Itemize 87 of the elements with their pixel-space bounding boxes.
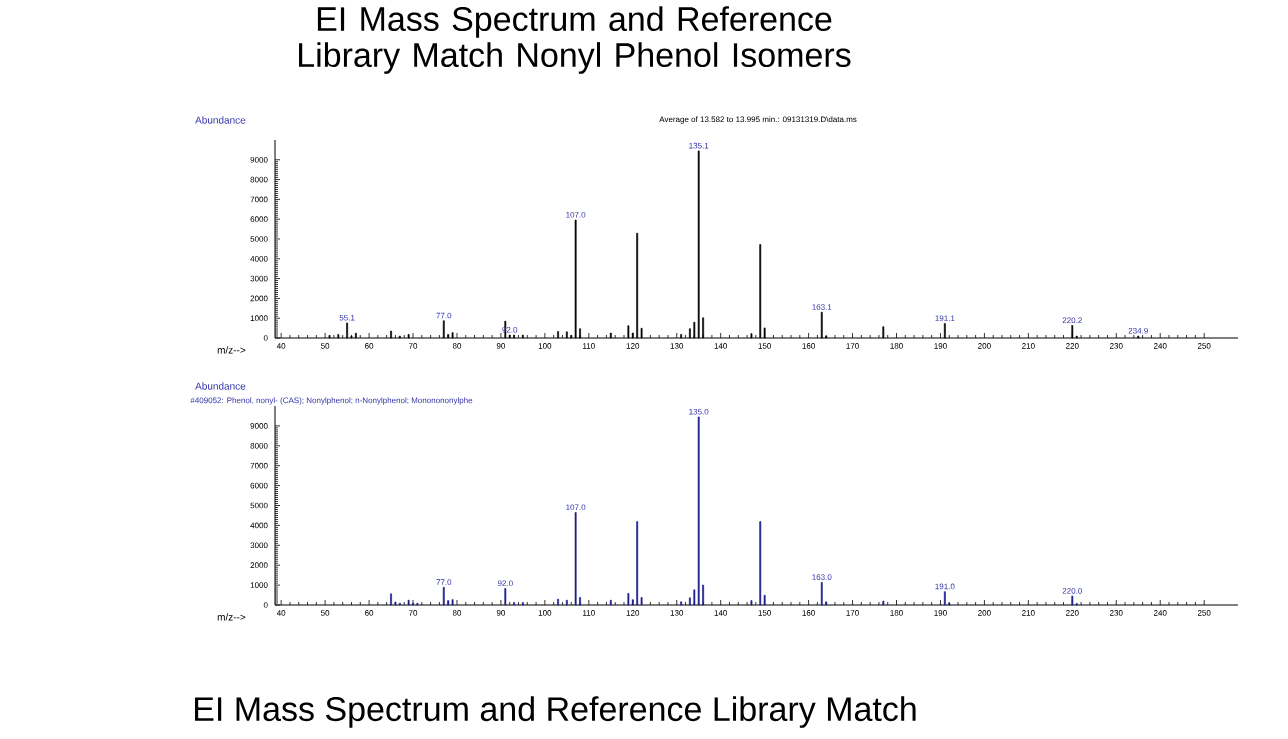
y-tick-label: 0 — [263, 602, 268, 608]
annotation: 163.1 — [812, 304, 832, 310]
y-tick-label: 8000 — [250, 442, 268, 449]
x-axis-title: m/z--> — [217, 613, 246, 621]
x-tick-label: 230 — [1110, 343, 1123, 349]
x-tick-label: 200 — [978, 610, 991, 616]
x-tick-label: 50 — [320, 610, 330, 616]
x-tick-label: 120 — [626, 343, 640, 349]
x-tick-label: 250 — [1197, 343, 1211, 349]
x-tick-label: 160 — [802, 343, 815, 349]
x-tick-label: 150 — [758, 343, 771, 349]
x-tick-label: 60 — [365, 343, 374, 349]
x-tick-label: 130 — [670, 343, 684, 349]
annotation: 220.0 — [1062, 587, 1083, 594]
x-tick-label: 70 — [408, 343, 418, 349]
y-tick-label: 3000 — [250, 275, 268, 282]
x-axis-title: m/z--> — [217, 346, 246, 354]
text: EI Mass Spectrum and Reference Library Match — [195, 696, 916, 728]
y-tick-label: 9000 — [250, 156, 268, 163]
annotation: 55.1 — [339, 314, 355, 321]
x-tick-label: 170 — [846, 343, 859, 349]
x-tick-label: 70 — [408, 610, 418, 616]
x-tick-label: 40 — [276, 343, 286, 349]
annotation: 107.0 — [566, 211, 586, 218]
x-tick-label: 240 — [1153, 610, 1167, 616]
y-tick-label: 7000 — [250, 196, 268, 203]
chart-title: #409052: Phenol, nonyl- (CAS); Nonylphenol; n-Nonylphenol; Mononononylphe — [190, 397, 473, 405]
annotation: 135.1 — [689, 142, 709, 149]
x-tick-label: 150 — [758, 610, 771, 616]
x-tick-label: 140 — [714, 343, 728, 349]
x-tick-label: 90 — [496, 343, 506, 349]
x-tick-label: 190 — [934, 610, 947, 616]
x-tick-label: 220 — [1066, 343, 1079, 349]
x-tick-label: 200 — [978, 343, 991, 349]
annotation: 107.0 — [566, 504, 586, 511]
y-tick-label: 8000 — [250, 176, 268, 183]
x-tick-label: 80 — [452, 343, 462, 349]
annotation: 220.2 — [1062, 317, 1082, 324]
x-tick-label: 90 — [496, 610, 506, 616]
y-tick-label: 0 — [263, 335, 268, 341]
x-tick-label: 240 — [1153, 343, 1167, 349]
y-tick-label: 4000 — [250, 255, 268, 262]
x-tick-label: 100 — [538, 343, 552, 349]
x-tick-label: 180 — [890, 343, 903, 349]
y-tick-label: 6000 — [250, 482, 268, 489]
x-tick-label: 110 — [583, 343, 595, 349]
x-tick-label: 80 — [452, 610, 462, 616]
annotation: 191.1 — [935, 315, 955, 322]
annotation: 77.0 — [436, 579, 452, 585]
x-tick-label: 100 — [538, 610, 552, 616]
chart-subtitle: Average of 13.582 to 13.995 min.: 09131319.D\data.ms — [659, 116, 857, 124]
chart-title: EI Mass Spectrum and Reference Library Match Nonyl Phenol Isomers — [299, 6, 851, 74]
x-tick-label: 110 — [583, 610, 595, 616]
annotation: 234.9 — [1128, 327, 1148, 334]
annotation: 191.0 — [935, 583, 955, 590]
x-tick-label: 220 — [1066, 610, 1079, 616]
y-tick-label: 7000 — [250, 462, 268, 469]
y-tick-label: 1000 — [250, 315, 268, 322]
x-tick-label: 170 — [846, 610, 859, 616]
y-tick-label: 1000 — [250, 582, 268, 588]
x-tick-label: 250 — [1197, 610, 1211, 616]
x-tick-label: 120 — [626, 610, 640, 616]
x-tick-label: 130 — [670, 610, 684, 616]
y-axis-title: Abundance — [195, 382, 246, 390]
y-tick-label: 6000 — [250, 216, 268, 223]
y-tick-label: 9000 — [250, 423, 268, 429]
x-tick-label: 140 — [714, 610, 728, 616]
x-tick-label: 180 — [890, 610, 903, 616]
y-axis-title: Abundance — [195, 116, 246, 124]
x-tick-label: 40 — [276, 610, 286, 616]
x-tick-label: 210 — [1022, 610, 1035, 616]
x-tick-label: 160 — [802, 610, 815, 616]
annotation: 135.0 — [689, 408, 709, 415]
y-tick-label: 5000 — [250, 502, 268, 509]
annotation: 163.0 — [812, 574, 832, 580]
y-tick-label: 2000 — [250, 562, 268, 569]
x-tick-label: 210 — [1022, 343, 1035, 349]
annotation: 77.0 — [436, 312, 452, 319]
y-tick-label: 3000 — [250, 542, 268, 549]
y-tick-label: 4000 — [250, 522, 268, 529]
x-tick-label: 60 — [365, 610, 374, 616]
y-tick-label: 2000 — [250, 295, 268, 302]
x-tick-label: 230 — [1110, 610, 1123, 616]
x-tick-label: 190 — [934, 343, 947, 349]
y-tick-label: 5000 — [250, 236, 268, 242]
annotation: 92.0 — [497, 580, 513, 587]
x-tick-label: 50 — [320, 343, 330, 349]
